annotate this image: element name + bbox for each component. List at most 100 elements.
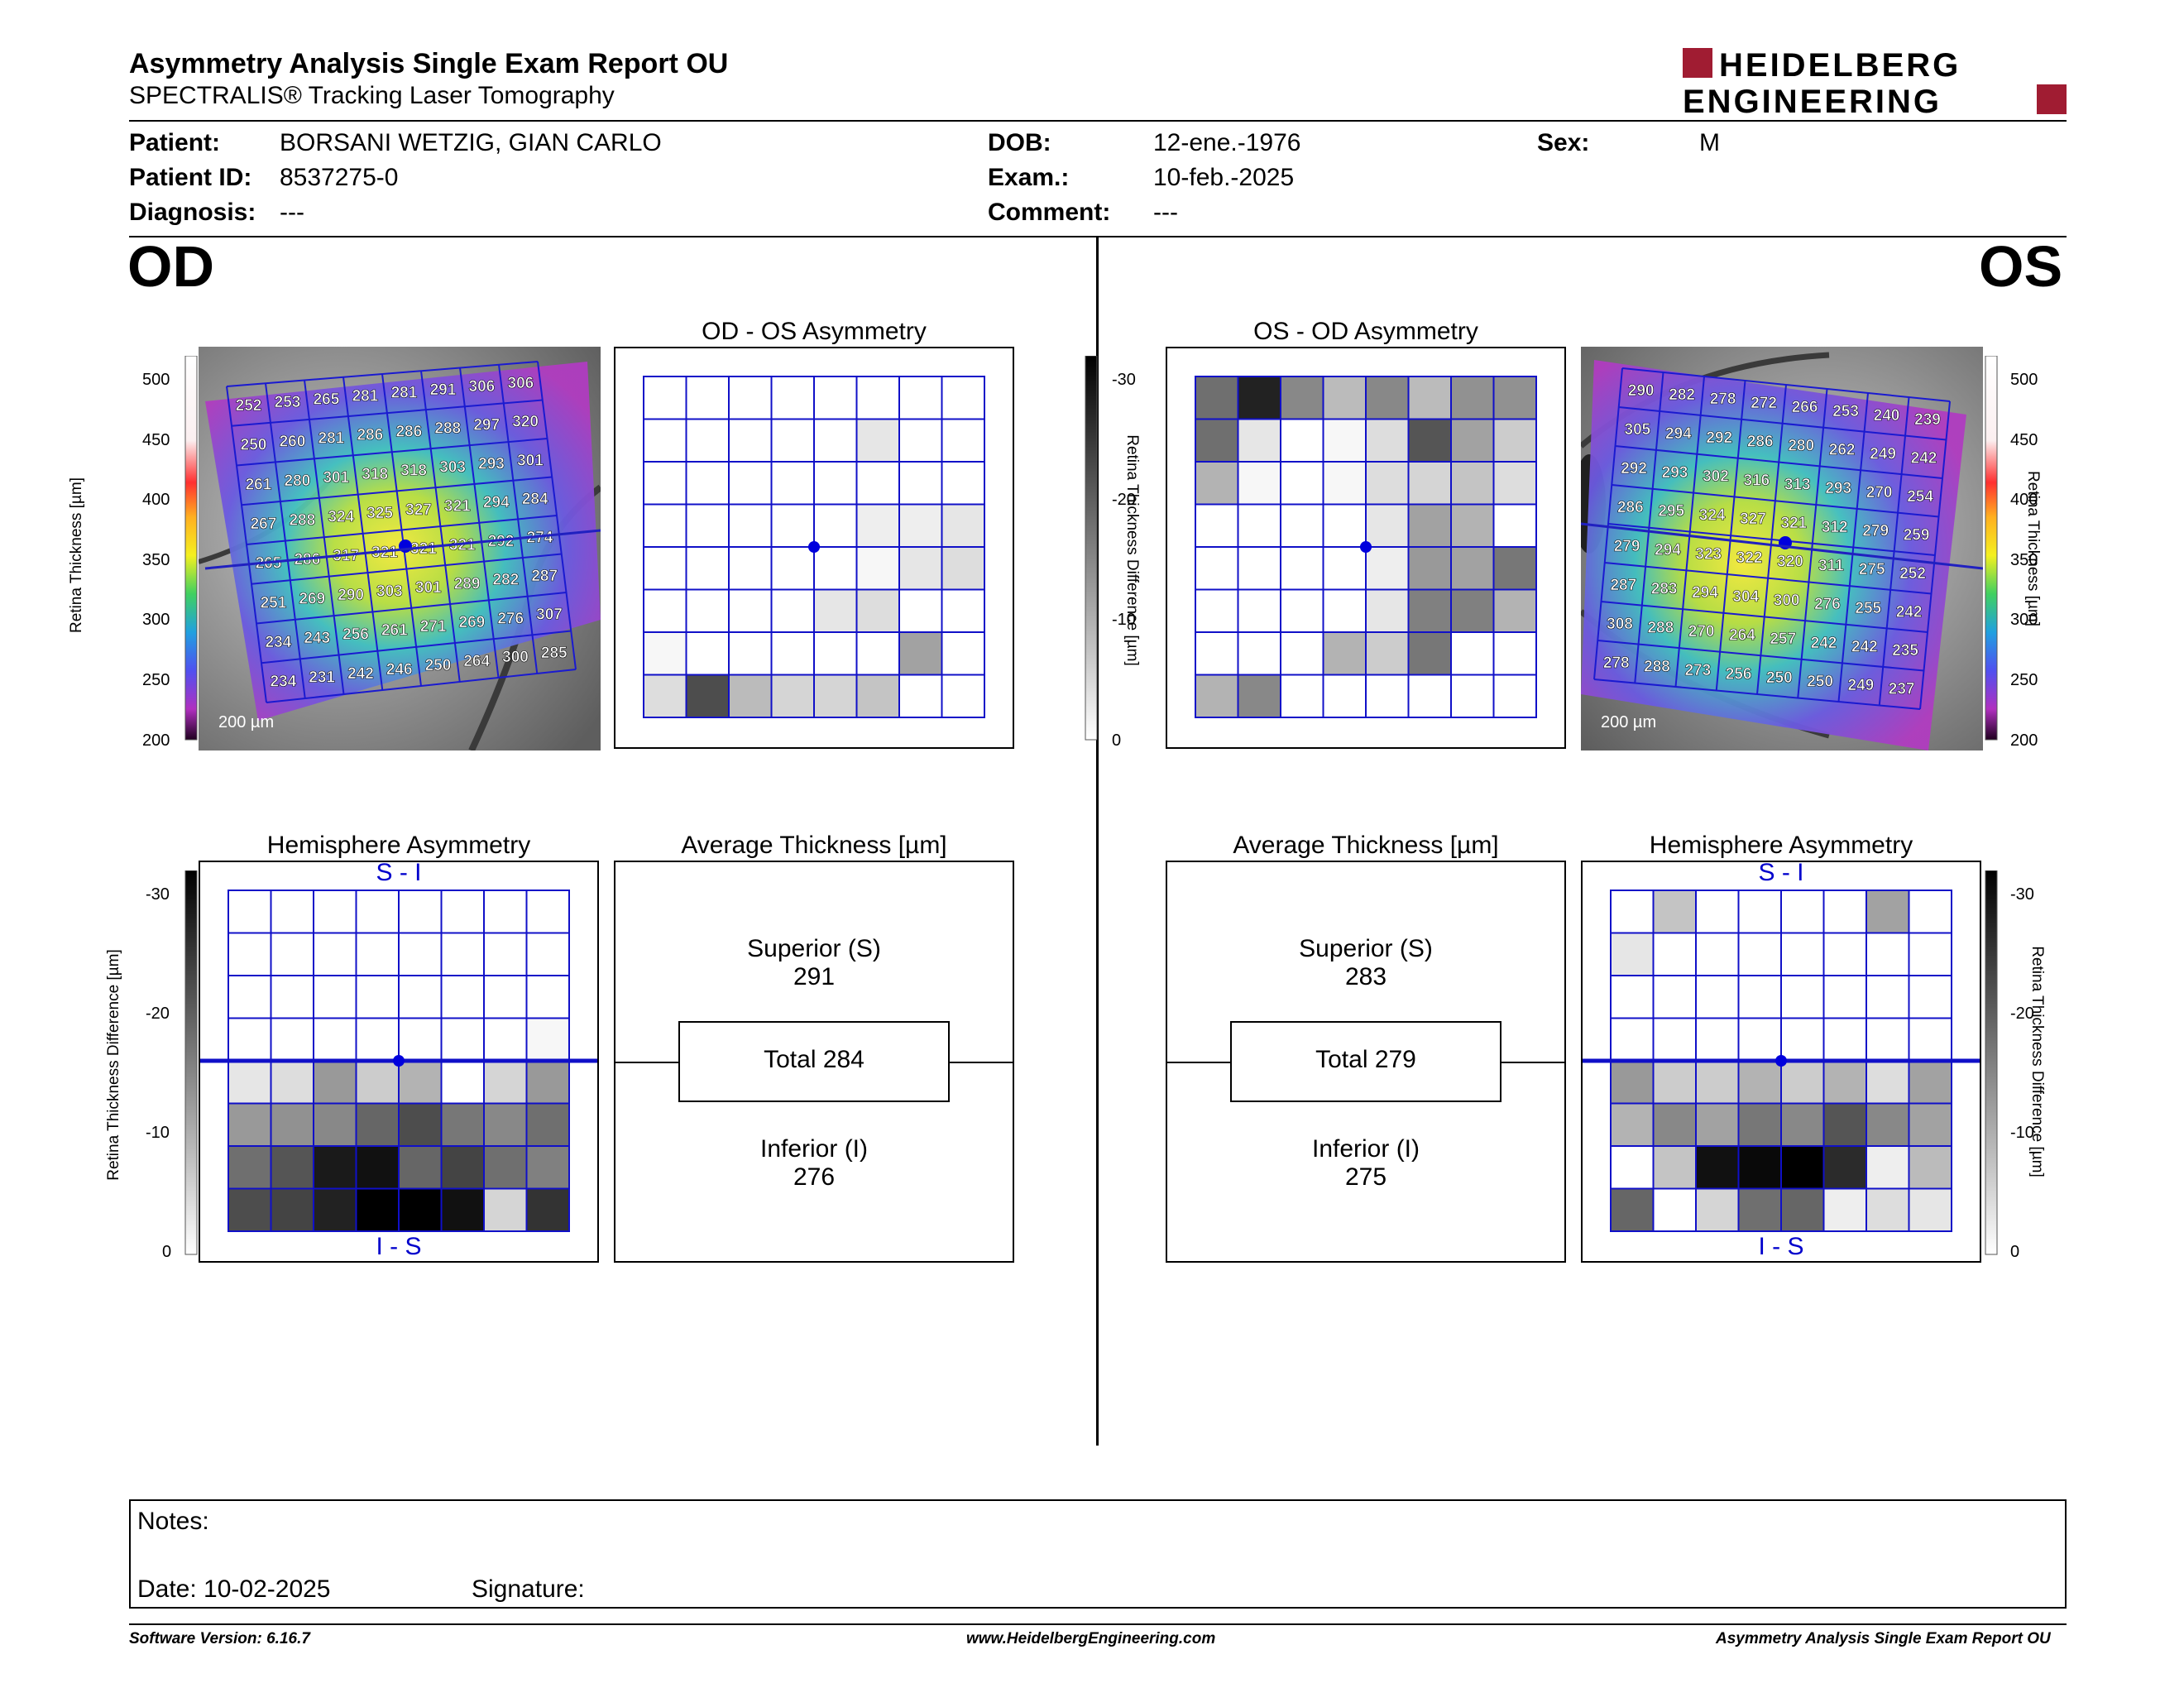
od-asym-cell (941, 418, 985, 463)
od-asym-cell (770, 418, 815, 463)
od-asym-cell (941, 376, 985, 420)
os-hemi-cell (1822, 1102, 1867, 1147)
od-thickness-gridline (266, 669, 577, 703)
os-scale-bar: 200 µm (1601, 713, 1656, 731)
os-thickness-value: 312 (1822, 519, 1848, 536)
od-hemi-cell (313, 1145, 357, 1190)
os-thickness-value: 254 (1907, 488, 1933, 506)
od-hemisphere-panel (199, 861, 599, 1263)
od-hemi-cell (313, 1017, 357, 1062)
os-hemi-cell (1780, 1102, 1825, 1147)
os-hemi-cell (1695, 1102, 1740, 1147)
os-hemi-cell (1652, 1187, 1697, 1232)
od-thickness-value: 321 (449, 536, 476, 554)
os-hemi-cell (1695, 975, 1740, 1019)
od-thickness-value: 297 (473, 417, 500, 434)
od-thk-tick-450: 450 (142, 431, 170, 449)
os-thickness-value: 294 (1692, 584, 1718, 602)
od-asym-cell (728, 631, 773, 676)
os-hemi-cell (1695, 932, 1740, 976)
os-thickness-value: 272 (1751, 395, 1777, 412)
os-hemi-cell (1908, 1017, 1952, 1062)
notes-box[interactable]: Notes: Date: 10-02-2025 Signature: (129, 1499, 2067, 1609)
od-thk-tick-200: 200 (142, 731, 170, 750)
od-asym-cell (728, 546, 773, 591)
os-hemi-top-label: S - I (1758, 859, 1804, 886)
od-asym-cell (770, 674, 815, 718)
os-asym-cell (1195, 546, 1239, 591)
os-thickness-value: 292 (1706, 429, 1732, 447)
center-diff-colorbar (1085, 356, 1098, 741)
os-asym-cell (1322, 503, 1367, 548)
od-thickness-value: 318 (400, 463, 427, 480)
od-asymmetry-grid (643, 376, 985, 718)
od-asym-cell (813, 418, 858, 463)
os-thickness-grid: 290 282 278 272 266 253 240 239 305 294 292 286 280 2… (1593, 367, 1951, 710)
os-hemi-cell (1822, 1145, 1867, 1190)
os-thickness-value: 249 (1870, 445, 1896, 463)
od-hemi-cell (355, 1060, 400, 1105)
od-asym-cell (941, 674, 985, 718)
os-hemi-cell (1866, 890, 1910, 934)
os-hemi-cell (1866, 932, 1910, 976)
os-thk-tick-300: 300 (2010, 611, 2038, 629)
od-thickness-axis-label: Retina Thickness [µm] (68, 477, 85, 633)
os-asym-cell (1407, 376, 1452, 420)
signature-label: Signature: (472, 1575, 585, 1603)
os-thickness-value: 320 (1777, 554, 1803, 571)
os-asym-cell (1195, 588, 1239, 633)
od-hemi-cell (483, 1060, 528, 1105)
od-thickness-value: 321 (410, 540, 437, 558)
os-asym-cell (1322, 546, 1367, 591)
od-hemi-cell (398, 932, 443, 976)
od-asym-cell (643, 588, 687, 633)
od-thickness-value: 250 (241, 437, 267, 454)
os-hemi-cell (1908, 1102, 1952, 1147)
os-hemi-cell (1822, 975, 1867, 1019)
od-thickness-value: 253 (275, 394, 301, 411)
os-hemi-cell (1822, 890, 1867, 934)
os-hemi-cell (1737, 1017, 1782, 1062)
od-asym-cell (898, 418, 943, 463)
os-asym-cell (1407, 588, 1452, 633)
os-hemi-cell (1695, 1187, 1740, 1232)
os-asym-cell (1237, 588, 1281, 633)
od-thickness-gridline (251, 553, 562, 585)
website-link[interactable]: www.HeidelbergEngineering.com (966, 1630, 1216, 1647)
os-thickness-value: 279 (1614, 538, 1640, 555)
od-hemi-cell (483, 932, 528, 976)
os-thickness-value: 275 (1859, 561, 1885, 578)
od-scale-bar: 200 µm (218, 713, 274, 731)
os-total-label: Total 279 (1315, 1046, 1416, 1073)
os-asym-cell (1407, 503, 1452, 548)
od-hemi-cell (355, 975, 400, 1019)
od-hemi-cell (440, 1060, 485, 1105)
os-asym-cell (1322, 631, 1367, 676)
os-thickness-value: 276 (1814, 596, 1841, 613)
os-hemi-cell (1780, 1187, 1825, 1232)
od-thickness-value: 321 (371, 544, 398, 561)
od-thickness-gridline (420, 371, 461, 683)
comment-value: --- (1153, 199, 1178, 226)
od-hemi-cell (228, 1187, 272, 1232)
os-hemi-cell (1780, 975, 1825, 1019)
od-hemi-cell (483, 890, 528, 934)
os-thickness-gridline (1604, 562, 1932, 595)
od-hemi-cell (483, 1102, 528, 1147)
center-diff-axis-label: Retina Thickness Difference [µm] (1123, 434, 1141, 666)
os-thickness-gridline (1597, 640, 1924, 672)
os-hemi-cell (1866, 1145, 1910, 1190)
os-superior-label: Superior (S) (1299, 935, 1433, 962)
os-hemi-cell (1780, 1017, 1825, 1062)
od-asym-cell (685, 418, 730, 463)
os-thickness-value: 242 (1851, 638, 1878, 655)
od-thickness-value: 293 (478, 455, 505, 472)
od-hemi-cell (483, 1017, 528, 1062)
od-hemi-cell (313, 1187, 357, 1232)
os-thickness-value: 305 (1625, 421, 1651, 439)
od-total-box: Total 284 (678, 1021, 950, 1102)
os-thickness-value: 242 (1911, 449, 1937, 467)
os-hemi-cell (1908, 890, 1952, 934)
os-thickness-value: 286 (1617, 499, 1644, 516)
os-asym-cell (1237, 674, 1281, 718)
